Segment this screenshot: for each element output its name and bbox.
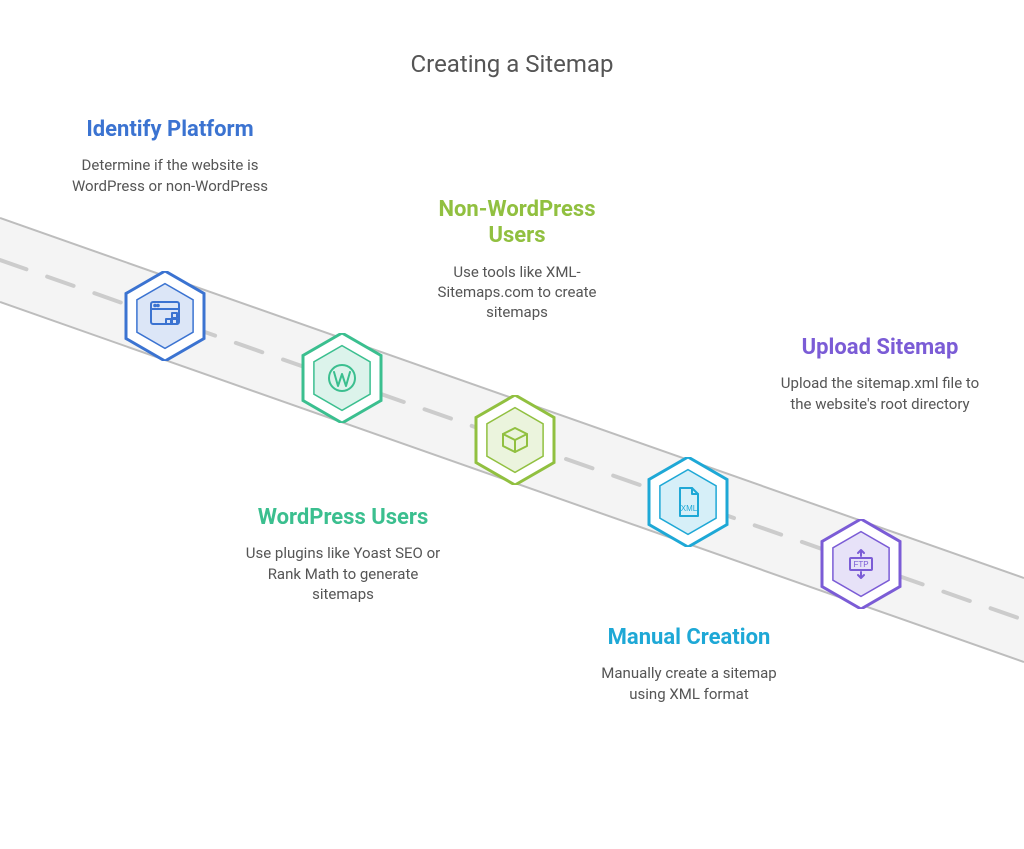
step-desc: Upload the sitemap.xml file to the websi…: [780, 373, 980, 414]
step-hex-identify: [120, 271, 210, 361]
step-hex-nonwordpress: [470, 395, 560, 485]
step-hex-wordpress: [297, 333, 387, 423]
step-title: Non-WordPress Users: [417, 197, 617, 250]
svg-text:XML: XML: [681, 504, 698, 513]
step-desc: Manually create a sitemap using XML form…: [589, 663, 789, 704]
step-title: Identify Platform: [70, 117, 270, 143]
step-label-upload: Upload Sitemap Upload the sitemap.xml fil…: [780, 335, 980, 414]
step-desc: Use plugins like Yoast SEO or Rank Math …: [243, 543, 443, 604]
step-label-nonwordpress: Non-WordPress Users Use tools like XML-Si…: [417, 197, 617, 323]
diagram-canvas: Creating a Sitemap XMLFTP Identify Platf…: [0, 0, 1024, 849]
step-label-manual: Manual Creation Manually create a sitemap…: [589, 625, 789, 704]
step-title: Upload Sitemap: [780, 335, 980, 361]
step-desc: Use tools like XML-Sitemaps.com to creat…: [417, 262, 617, 323]
step-desc: Determine if the website is WordPress or…: [70, 155, 270, 196]
step-hex-upload: FTP: [816, 519, 906, 609]
step-label-wordpress: WordPress Users Use plugins like Yoast SE…: [243, 505, 443, 604]
svg-text:FTP: FTP: [853, 560, 868, 569]
step-title: Manual Creation: [589, 625, 789, 651]
step-hex-manual: XML: [643, 457, 733, 547]
step-label-identify: Identify Platform Determine if the websit…: [70, 117, 270, 196]
step-title: WordPress Users: [243, 505, 443, 531]
